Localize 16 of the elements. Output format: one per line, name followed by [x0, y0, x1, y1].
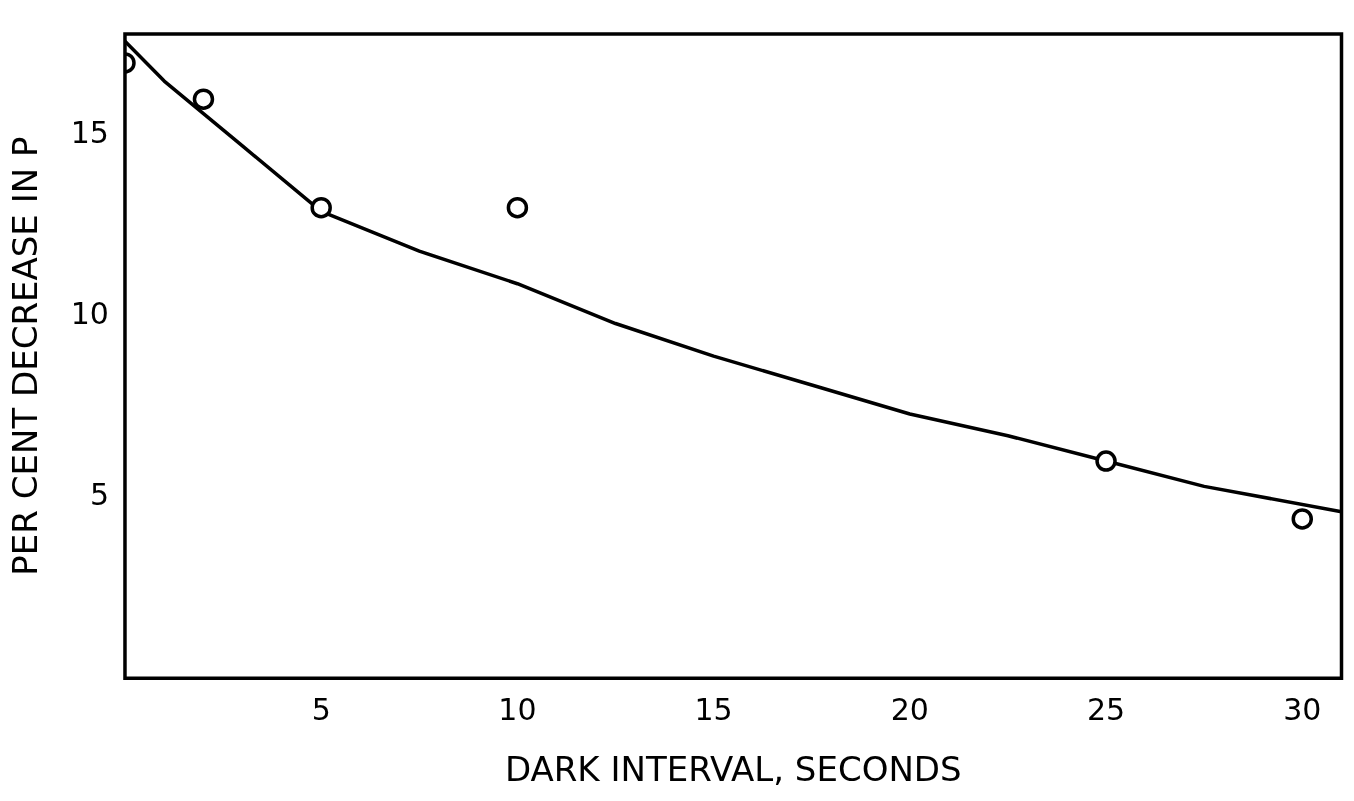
x-tick-label: 5 — [311, 692, 331, 727]
x-axis-title: DARK INTERVAL, SECONDS — [504, 749, 962, 790]
x-tick-label: 15 — [694, 692, 733, 727]
x-tick-label: 10 — [498, 692, 537, 727]
x-tick-label: 20 — [890, 692, 929, 727]
point — [310, 196, 332, 219]
y-tick-label: 5 — [89, 477, 109, 513]
point — [1095, 450, 1117, 472]
point — [192, 88, 215, 110]
point — [506, 196, 529, 219]
x-tick-label: 25 — [1086, 692, 1126, 727]
y-tick-label: 15 — [70, 115, 109, 151]
point — [1291, 508, 1314, 530]
x-tick-label: 30 — [1283, 692, 1322, 727]
y-tick-label: 10 — [70, 296, 109, 332]
y-axis-title: PER CENT DECREASE IN P — [5, 136, 46, 576]
